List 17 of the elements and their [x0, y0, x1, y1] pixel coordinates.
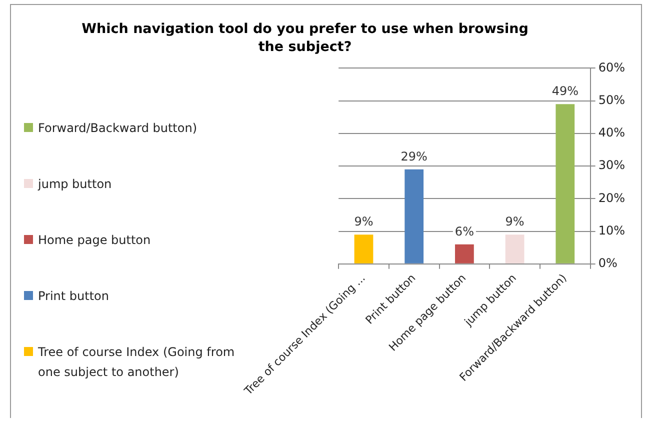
data-label: 6% — [454, 224, 474, 238]
y-tick-label: 20% — [598, 190, 625, 205]
data-label: 49% — [552, 84, 578, 98]
legend-label: Tree of course Index (Going from one subject to another) — [38, 344, 236, 381]
legend-label: jump button — [38, 176, 112, 193]
y-tick-label: 50% — [598, 92, 625, 107]
legend-label: Home page button — [38, 232, 151, 249]
y-tick-label: 30% — [598, 158, 625, 172]
y-tick-label: 0% — [598, 256, 618, 270]
chart-title: Which navigation tool do you prefer to use when browsing the subject? — [80, 20, 530, 56]
data-label: 9% — [505, 214, 524, 229]
y-tick-label: 40% — [598, 126, 625, 140]
data-label: 9% — [354, 214, 374, 229]
y-tick-label: 60% — [598, 60, 625, 74]
legend-label: Forward/Backward button) — [38, 120, 198, 137]
data-label: 29% — [400, 149, 428, 164]
y-tick-label: 10% — [598, 223, 625, 238]
